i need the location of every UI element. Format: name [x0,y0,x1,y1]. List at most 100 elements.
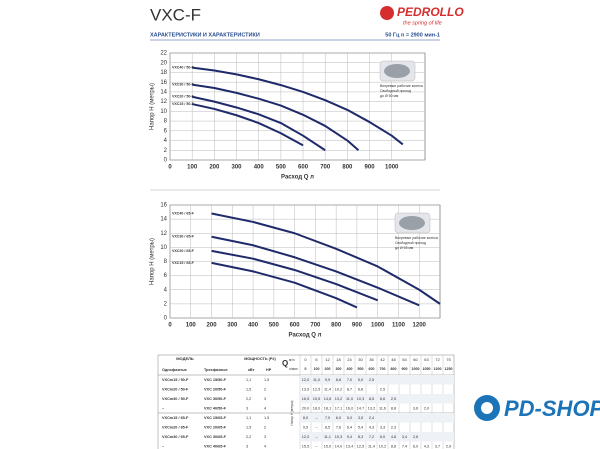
annotation: до Ø 65 мм [395,246,414,250]
cell: VXC 20/50-F [204,387,227,391]
cell: 15,0 [324,444,331,448]
annotation: Свободный проход [380,89,411,93]
q-head: 0 [304,357,307,362]
cell: 7,2 [369,435,374,439]
cell: 1,5 [246,387,251,391]
cell: 6,6 [380,397,385,401]
table-head: МОЩНОСТЬ (P2) [244,357,276,361]
cell: 2,2 [246,397,251,401]
table-head: МОДЕЛЬ [176,356,194,361]
x-tick-label: 900 [352,323,363,329]
curve [192,83,360,152]
cell: 7,4 [402,444,407,448]
y-tick-label: 2 [164,301,168,307]
cell: 11,4 [324,387,331,391]
y-tick-label: 18 [160,70,167,76]
q-head: 200 [325,367,331,371]
q-head: 36 [369,357,374,362]
cell: 2,5 [380,387,385,391]
cell: 3,3 [380,425,385,429]
cell: 2,4 [369,416,374,420]
watermark-logo [474,395,500,421]
cell: 11,9 [346,397,353,401]
x-tick-label: 800 [331,323,342,329]
table-head: Трехфазные [204,368,228,372]
cell: 4,8 [391,435,396,439]
cell: 18,0 [313,406,320,410]
cell: 1,5 [246,425,251,429]
curve [191,103,304,147]
cell: 2,5 [369,378,374,382]
table-head: Однофазные [162,368,187,372]
cell: 11,4 [368,444,375,448]
cell: VXC 30/65-F [204,435,227,439]
y-tick-label: 20 [160,60,167,66]
series-label: VXC20 / 65-F [172,249,195,253]
y-tick-label: 0 [164,158,168,164]
cell: – [315,435,318,439]
cell: 3,4 [402,435,407,439]
annotation: Вихревые рабочие колеса [395,236,438,240]
cell: 17,1 [335,406,342,410]
cell: 4 [264,406,266,410]
x-tick-label: 1200 [413,323,427,329]
cell: 3,5 [358,416,363,420]
y-tick-label: 10 [160,245,167,251]
cell: 3 [264,435,266,439]
cell: 3,7 [435,444,440,448]
cell: – [162,444,164,448]
impeller [399,216,425,230]
table-head: м³/ч [289,358,295,362]
q-head: 60 [413,357,418,362]
x-tick-label: 500 [269,323,280,329]
series-label: VXC30 / 65-F [172,235,195,239]
cell: VXCm30 / 50-F [162,397,189,401]
cell: 13,4 [346,444,353,448]
cell: 20,0 [302,406,309,410]
series-label: VXC40 / 50-F [172,66,195,70]
cell: – [315,425,318,429]
x-tick-label: 100 [187,165,198,171]
curve [211,249,379,302]
q-head: 54 [402,357,407,362]
cell: 2,3 [391,425,396,429]
y-tick-label: 4 [164,138,168,144]
cell: VXC 15/65-F [204,416,227,420]
q-head: 72 [435,357,440,362]
cell: – [315,444,318,448]
series-label: VXC15 / 65-F [172,261,195,265]
cell: 13,2 [368,406,375,410]
x-tick-label: 1000 [385,165,399,171]
q-head: 24 [347,357,352,362]
cell: 10,2 [379,444,386,448]
cell: 1,1 [246,378,251,382]
cell: 12,0 [302,435,309,439]
q-head: 1000 [412,367,420,371]
cell: 7,0 [347,378,352,382]
q-head: 6 [315,357,318,362]
brand: PEDROLLO [397,5,464,19]
x-tick-label: 300 [227,323,238,329]
curve [211,212,441,305]
annotation: до Ø 50 мм [380,94,399,98]
row-band [300,375,454,385]
y-tick-label: 12 [160,99,167,105]
cell: 18,1 [324,406,331,410]
y-tick-label: 6 [164,273,168,279]
speed: 50 Гц n = 2900 мин-1 [385,32,440,38]
cell: 2,0 [424,406,429,410]
cell: 7,0 [325,416,330,420]
row-band [300,432,454,442]
x-tick-label: 400 [248,323,259,329]
y-tick-label: 0 [164,316,168,322]
curve [192,66,404,146]
cell: 2,6 [413,435,418,439]
q-head: 30 [358,357,363,362]
q-head: 18 [336,357,341,362]
cell: 11,1 [324,435,331,439]
x-tick-label: 600 [290,323,301,329]
cell: 6,0 [336,416,341,420]
cell: VXC 20/65-F [204,425,227,429]
q-head: 12 [325,357,330,362]
table-head: л/мин [289,367,298,371]
